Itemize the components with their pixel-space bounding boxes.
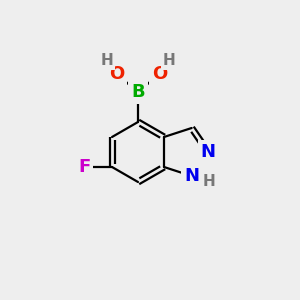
- Text: O: O: [152, 65, 167, 83]
- Text: B: B: [131, 83, 145, 101]
- Text: H: H: [163, 52, 176, 68]
- Text: H: H: [202, 174, 215, 189]
- Text: N: N: [201, 143, 216, 161]
- Text: N: N: [184, 167, 199, 185]
- Text: F: F: [78, 158, 90, 176]
- Text: O: O: [109, 65, 124, 83]
- Text: H: H: [100, 52, 113, 68]
